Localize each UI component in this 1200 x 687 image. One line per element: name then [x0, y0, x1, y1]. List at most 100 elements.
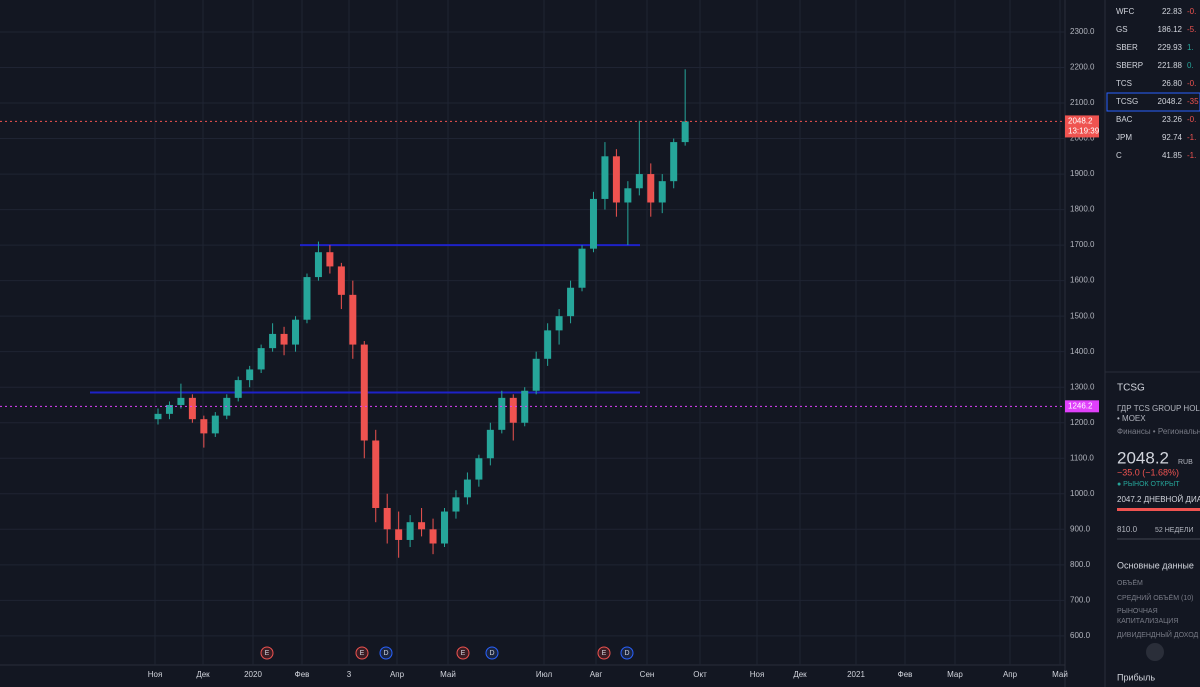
candle-body: [532, 358, 540, 391]
symbol: SBER: [1116, 43, 1138, 52]
event-label: D: [624, 650, 629, 657]
candle-body: [349, 294, 357, 345]
x-tick-label: Апр: [390, 670, 405, 679]
y-tick-label: 2200.0: [1070, 63, 1095, 72]
detail-currency: RUB: [1178, 459, 1193, 466]
event-marker: [597, 646, 611, 660]
candle-body: [337, 266, 345, 295]
y-tick-label: 2000.0: [1070, 134, 1095, 143]
price: 186.12: [1158, 25, 1183, 34]
x-tick-label: 2021: [847, 670, 865, 679]
marker-price-label: 1246.2: [1068, 401, 1093, 410]
last-price-label: 2048.2: [1068, 117, 1093, 126]
x-tick-label: Авг: [590, 670, 603, 679]
candle-body: [601, 156, 609, 199]
symbol: WFC: [1116, 7, 1134, 16]
candle-body: [200, 419, 208, 434]
y-tick-label: 1500.0: [1070, 311, 1095, 320]
x-tick-label: Май: [1052, 670, 1068, 679]
symbol: BAC: [1116, 115, 1133, 124]
event-label: E: [265, 650, 270, 657]
detail-name: ГДР TCS GROUP HOLDING: [1117, 404, 1200, 413]
event-label: E: [602, 650, 607, 657]
candle-body: [326, 252, 334, 267]
y-tick-label: 2300.0: [1070, 27, 1095, 36]
event-label: D: [383, 650, 388, 657]
detail-range: 2047.2 ДНЕВНОЙ ДИАПАЗ: [1117, 495, 1200, 504]
x-tick-label: Окт: [693, 670, 707, 679]
y-tick-label: 1600.0: [1070, 276, 1095, 285]
y-tick-label: 1700.0: [1070, 240, 1095, 249]
weeks-52: 52 НЕДЕЛИ: [1155, 527, 1194, 534]
change: -5.: [1187, 25, 1196, 34]
candle-body: [165, 404, 173, 414]
candle-body: [269, 333, 277, 349]
section-title: Основные данные: [1117, 560, 1194, 570]
candle-body: [154, 413, 162, 420]
price: 229.93: [1158, 43, 1183, 52]
selected-row[interactable]: [1106, 92, 1200, 112]
field: СРЕДНИЙ ОБЪЁМ (10): [1117, 593, 1193, 602]
low-52: 810.0: [1117, 525, 1138, 534]
candle-body: [658, 181, 666, 203]
symbol: TCS: [1116, 79, 1132, 88]
event-marker: [485, 646, 499, 660]
candle-body: [589, 198, 597, 249]
price: 41.85: [1162, 151, 1183, 160]
candle-body: [314, 252, 322, 278]
event-label: E: [360, 650, 365, 657]
candle-body: [670, 142, 678, 182]
candle-body: [429, 529, 437, 544]
candle-body: [509, 397, 517, 423]
candle-body: [246, 369, 254, 381]
detail-change: −35.0 (−1.68%): [1117, 467, 1179, 477]
event-label: E: [461, 650, 466, 657]
y-tick-label: 1100.0: [1070, 453, 1094, 462]
candle-body: [486, 429, 494, 459]
x-tick-label: Май: [440, 670, 456, 679]
symbol: JPM: [1116, 133, 1132, 142]
x-tick-label: Июл: [536, 670, 553, 679]
x-tick-label: Мар: [947, 670, 963, 679]
candle-body: [647, 174, 655, 203]
candle-body: [612, 156, 620, 203]
candle-body: [177, 397, 185, 405]
candle-body: [395, 529, 403, 540]
y-tick-label: 1200.0: [1070, 418, 1095, 427]
x-tick-label: Ноя: [750, 670, 765, 679]
candle-body: [188, 397, 196, 420]
change: -0.: [1187, 79, 1196, 88]
event-marker: [456, 646, 470, 660]
candle-body: [681, 121, 689, 143]
y-tick-label: 1800.0: [1070, 205, 1095, 214]
field: ОБЪЁМ: [1117, 579, 1143, 587]
change: -1.: [1187, 133, 1196, 142]
marker-price-box: [1065, 400, 1099, 413]
y-tick-label: 2100.0: [1070, 98, 1095, 107]
x-tick-label: Дек: [196, 670, 210, 679]
change: -1.: [1187, 151, 1196, 160]
event-label: D: [489, 650, 494, 657]
candle-body: [475, 458, 483, 480]
y-tick-label: 700.0: [1070, 595, 1091, 604]
x-tick-label: Фев: [898, 670, 913, 679]
y-tick-label: 900.0: [1070, 524, 1091, 533]
symbol: GS: [1116, 25, 1128, 34]
collapse-button[interactable]: [1146, 643, 1164, 661]
candle-body: [372, 440, 380, 508]
change: -0.: [1187, 7, 1196, 16]
change: 0.: [1187, 61, 1194, 70]
symbol: SBERP: [1116, 61, 1143, 70]
candle-body: [567, 287, 575, 317]
x-tick-label: Сен: [640, 670, 655, 679]
event-marker: [260, 646, 274, 660]
range-52-bar: [1117, 538, 1200, 540]
candle-body: [280, 333, 288, 345]
x-tick-label: Фев: [295, 670, 310, 679]
detail-symbol: TCSG: [1117, 383, 1145, 394]
event-marker: [355, 646, 369, 660]
price: 23.26: [1162, 115, 1183, 124]
y-tick-label: 1300.0: [1070, 382, 1095, 391]
